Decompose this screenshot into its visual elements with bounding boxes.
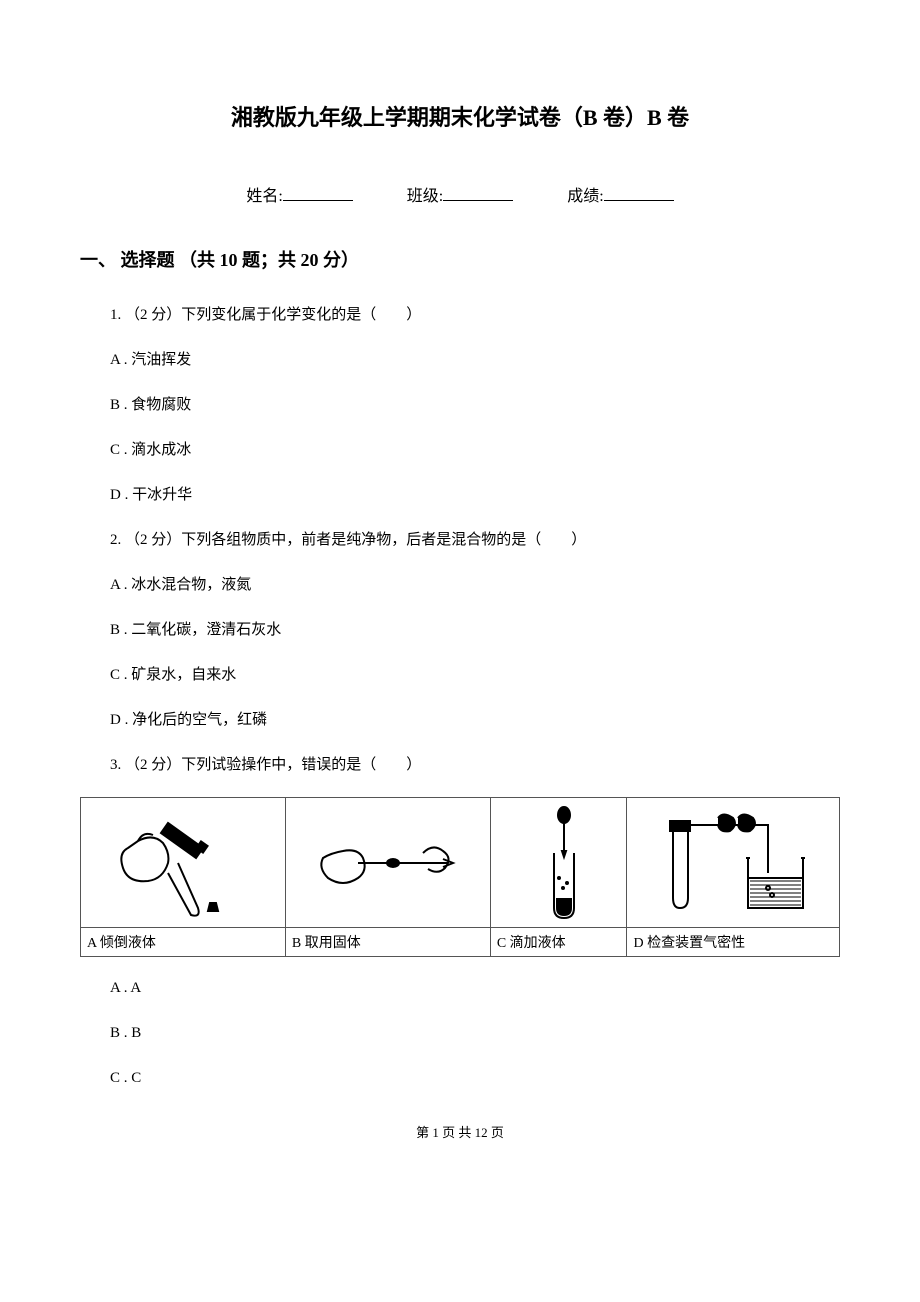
q1-stem: 1. （2 分）下列变化属于化学变化的是（ ）: [80, 302, 840, 329]
q2-stem: 2. （2 分）下列各组物质中，前者是纯净物，后者是混合物的是（ ）: [80, 527, 840, 554]
q3-figure-c: [490, 798, 627, 928]
q1-option-d: D . 干冰升华: [80, 482, 840, 509]
section-1-heading: 一、 选择题 （共 10 题；共 20 分）: [80, 246, 840, 272]
q2-option-b: B . 二氧化碳，澄清石灰水: [80, 617, 840, 644]
q2-option-c: C . 矿泉水，自来水: [80, 662, 840, 689]
q3-caption-d: D 检查装置气密性: [627, 928, 840, 957]
q3-stem: 3. （2 分）下列试验操作中，错误的是（ ）: [80, 752, 840, 779]
q3-figure-table: A 倾倒液体 B 取用固体 C 滴加液体 D 检查装置气密性: [80, 797, 840, 957]
q3-figure-d: [627, 798, 840, 928]
q3-option-a: A . A: [80, 975, 840, 1002]
q2-option-d: D . 净化后的空气，红磷: [80, 707, 840, 734]
q1-option-c: C . 滴水成冰: [80, 437, 840, 464]
student-info-line: 姓名: 班级: 成绩:: [80, 182, 840, 206]
q3-caption-a: A 倾倒液体: [81, 928, 286, 957]
score-label: 成绩:: [567, 182, 603, 206]
page-title: 湘教版九年级上学期期末化学试卷（B 卷）B 卷: [80, 100, 840, 132]
page: 湘教版九年级上学期期末化学试卷（B 卷）B 卷 姓名: 班级: 成绩: 一、 选…: [0, 0, 920, 1302]
q1-option-b: B . 食物腐败: [80, 392, 840, 419]
q3-option-b: B . B: [80, 1020, 840, 1047]
score-blank: [604, 185, 674, 201]
name-label: 姓名:: [246, 182, 282, 206]
class-blank: [443, 185, 513, 201]
q3-figure-a: [81, 798, 286, 928]
q1-option-a: A . 汽油挥发: [80, 347, 840, 374]
q3-option-c: C . C: [80, 1065, 840, 1092]
q3-caption-b: B 取用固体: [285, 928, 490, 957]
q2-option-a: A . 冰水混合物，液氮: [80, 572, 840, 599]
name-blank: [283, 185, 353, 201]
q3-figure-b: [285, 798, 490, 928]
class-label: 班级:: [407, 182, 443, 206]
page-footer: 第 1 页 共 12 页: [80, 1122, 840, 1141]
q3-caption-c: C 滴加液体: [490, 928, 627, 957]
